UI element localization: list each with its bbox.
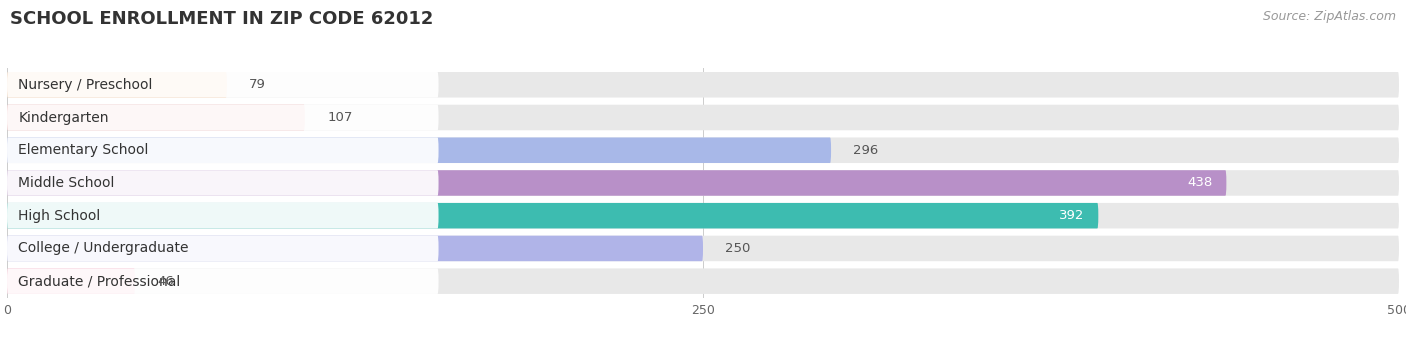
FancyBboxPatch shape xyxy=(7,236,1399,261)
Text: 250: 250 xyxy=(725,242,751,255)
Text: 79: 79 xyxy=(249,78,266,91)
Text: Elementary School: Elementary School xyxy=(18,143,149,157)
FancyBboxPatch shape xyxy=(7,72,1399,97)
Text: College / Undergraduate: College / Undergraduate xyxy=(18,241,188,255)
Text: 438: 438 xyxy=(1187,176,1212,189)
Text: Middle School: Middle School xyxy=(18,176,114,190)
Text: SCHOOL ENROLLMENT IN ZIP CODE 62012: SCHOOL ENROLLMENT IN ZIP CODE 62012 xyxy=(10,10,433,28)
FancyBboxPatch shape xyxy=(7,170,1226,196)
FancyBboxPatch shape xyxy=(7,72,439,97)
FancyBboxPatch shape xyxy=(7,268,135,294)
FancyBboxPatch shape xyxy=(7,105,305,130)
FancyBboxPatch shape xyxy=(7,268,439,294)
FancyBboxPatch shape xyxy=(7,236,703,261)
FancyBboxPatch shape xyxy=(7,137,831,163)
Text: 296: 296 xyxy=(853,144,879,157)
Text: Nursery / Preschool: Nursery / Preschool xyxy=(18,78,152,92)
FancyBboxPatch shape xyxy=(7,170,439,196)
Text: 392: 392 xyxy=(1059,209,1084,222)
FancyBboxPatch shape xyxy=(7,203,1098,228)
FancyBboxPatch shape xyxy=(7,236,439,261)
FancyBboxPatch shape xyxy=(7,268,1399,294)
FancyBboxPatch shape xyxy=(7,105,439,130)
FancyBboxPatch shape xyxy=(7,203,1399,228)
Text: Source: ZipAtlas.com: Source: ZipAtlas.com xyxy=(1263,10,1396,23)
Text: Graduate / Professional: Graduate / Professional xyxy=(18,274,180,288)
FancyBboxPatch shape xyxy=(7,137,439,163)
Text: Kindergarten: Kindergarten xyxy=(18,110,108,124)
Text: 46: 46 xyxy=(157,275,174,288)
FancyBboxPatch shape xyxy=(7,203,439,228)
Text: 107: 107 xyxy=(328,111,353,124)
FancyBboxPatch shape xyxy=(7,72,226,97)
FancyBboxPatch shape xyxy=(7,137,1399,163)
Text: High School: High School xyxy=(18,209,100,223)
FancyBboxPatch shape xyxy=(7,105,1399,130)
FancyBboxPatch shape xyxy=(7,170,1399,196)
